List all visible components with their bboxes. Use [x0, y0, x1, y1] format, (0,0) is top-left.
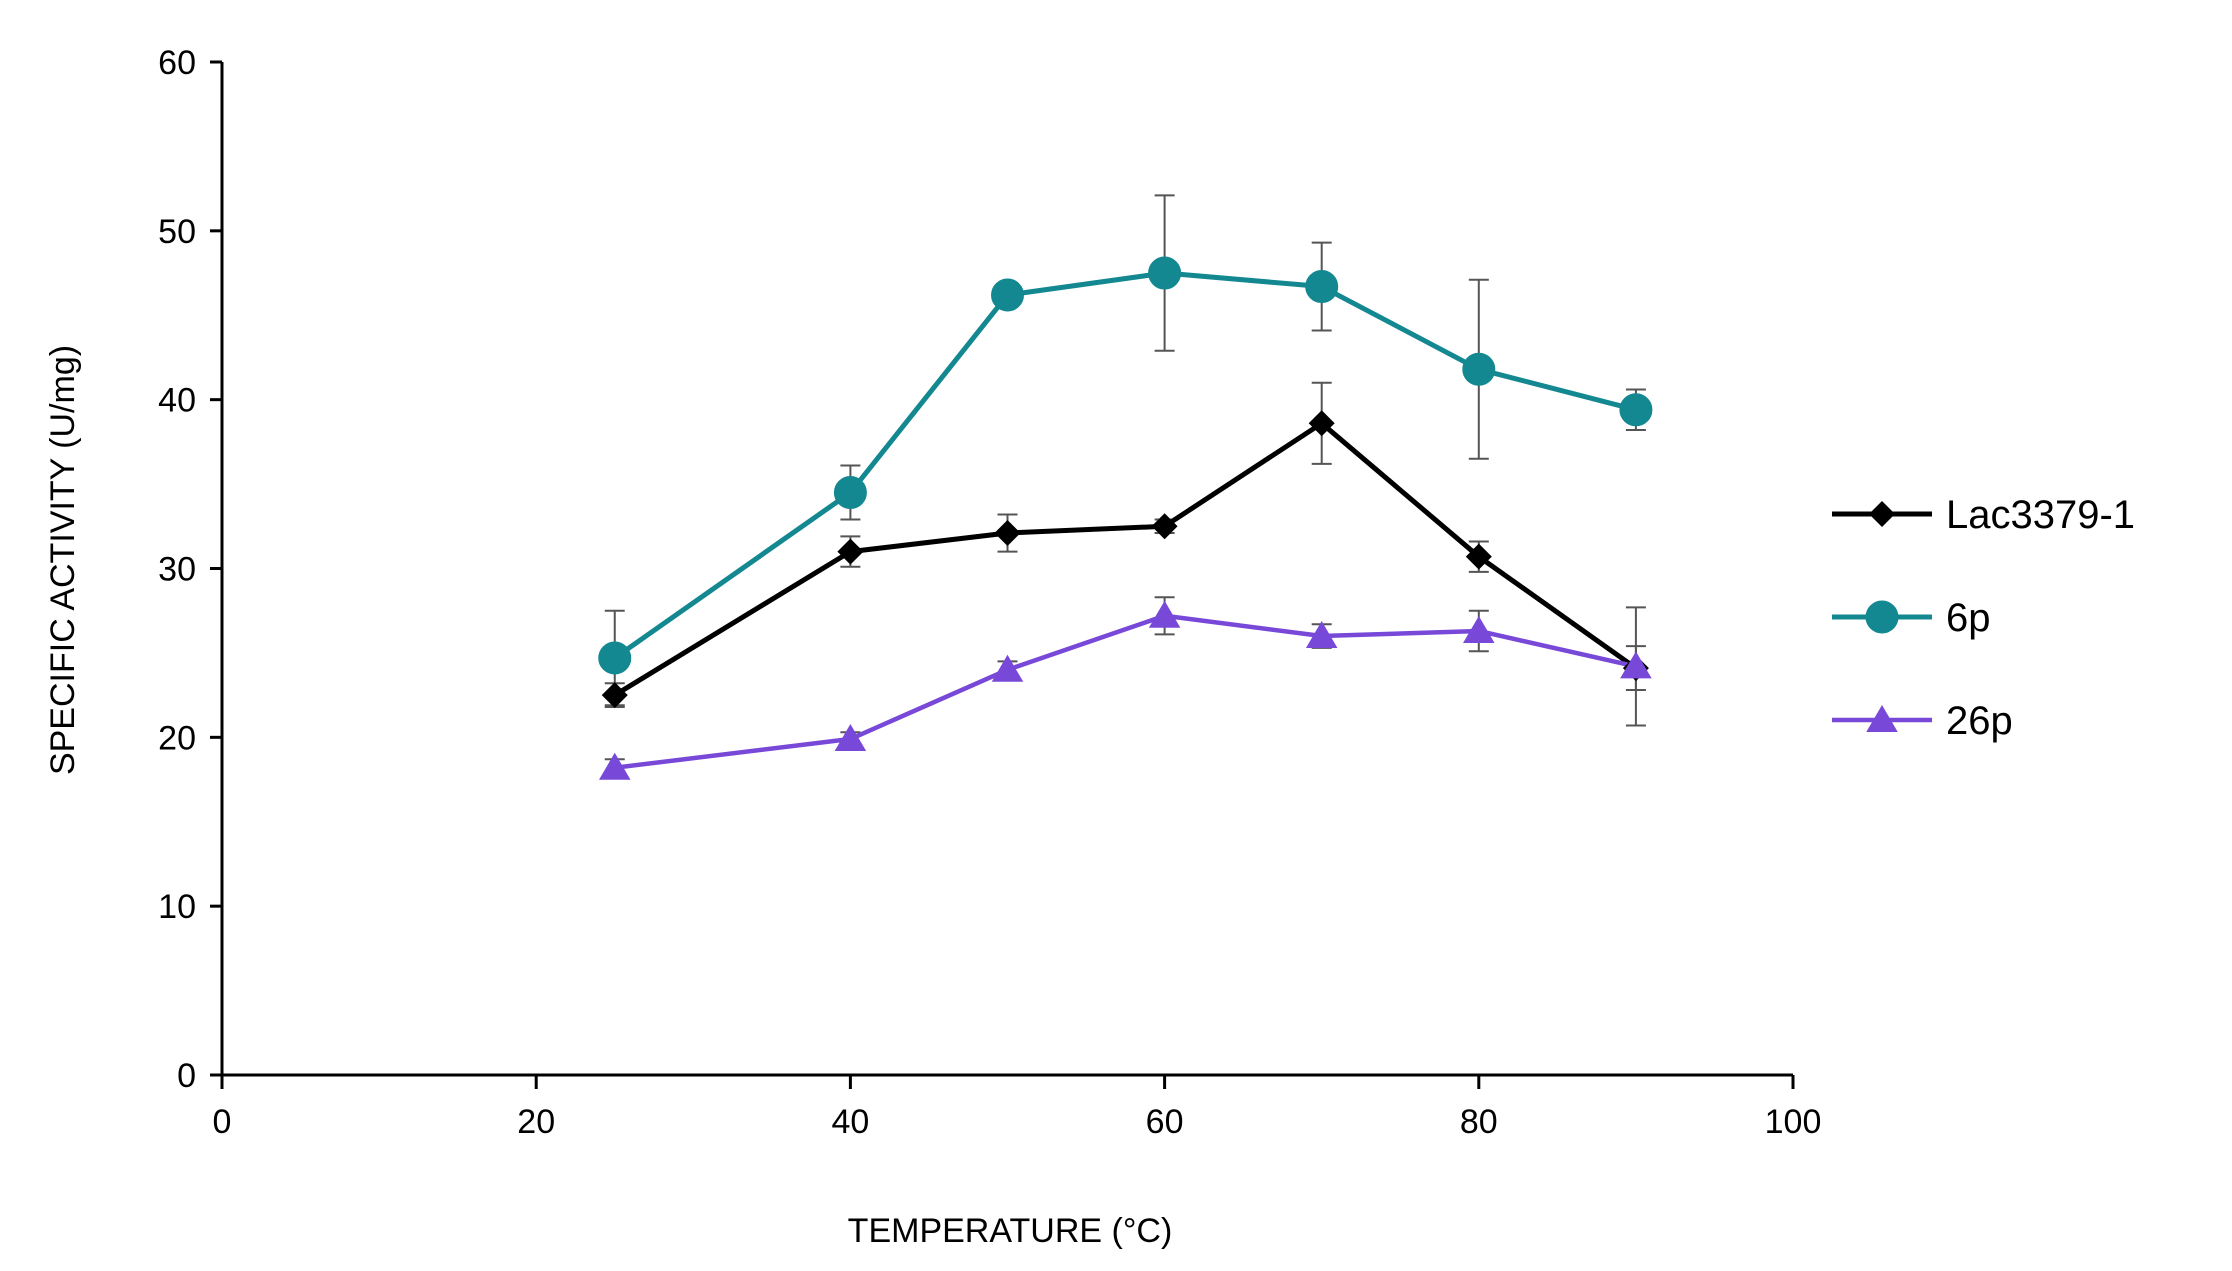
legend-label-6p: 6p	[1946, 596, 1991, 640]
data-point-lac3379-1	[1151, 513, 1178, 540]
data-point-lac3379-1	[837, 538, 864, 565]
data-point-6p	[1305, 270, 1339, 304]
legend-label-26p: 26p	[1946, 699, 2013, 743]
data-point-lac3379-1	[1308, 410, 1335, 437]
y-tick-label: 10	[158, 888, 196, 926]
data-point-lac3379-1	[1465, 543, 1492, 570]
error-bars	[604, 194, 1646, 778]
y-axis-title: SPECIFIC ACTIVITY (U/mg)	[44, 345, 82, 775]
data-point-26p	[991, 654, 1024, 682]
data-point-26p	[599, 752, 631, 780]
x-tick-label: 40	[831, 1103, 869, 1141]
x-tick-label: 60	[1146, 1103, 1184, 1141]
x-tick-label: 20	[517, 1103, 555, 1141]
data-point-lac3379-1	[601, 682, 628, 709]
data-point-6p	[1462, 352, 1496, 386]
data-point-6p	[833, 476, 867, 510]
y-tick-label: 60	[158, 44, 196, 82]
y-tick-label: 30	[158, 551, 196, 589]
data-point-6p	[1619, 393, 1653, 427]
series-lines	[613, 270, 1638, 770]
y-tick-label: 20	[158, 719, 196, 757]
data-point-26p	[1148, 600, 1181, 628]
legend-label-lac3379-1: Lac3379-1	[1946, 493, 2135, 537]
data-point-6p	[991, 278, 1024, 312]
axes: 0 10 20 30 40 50 60 0 20 40 60 80 100	[158, 44, 1821, 1141]
legend-marker-lac3379-1	[1869, 501, 1895, 527]
series-markers	[598, 256, 1653, 780]
y-tick-label: 0	[177, 1057, 196, 1095]
data-point-lac3379-1	[994, 520, 1021, 547]
y-tick-label: 40	[158, 382, 196, 420]
x-axis-title: TEMPERATURE (°C)	[848, 1212, 1173, 1250]
legend-marker-26p	[1866, 705, 1898, 732]
x-tick-label: 0	[213, 1103, 232, 1141]
data-point-26p	[834, 724, 867, 752]
legend-marker-6p	[1865, 600, 1899, 634]
data-point-6p	[1148, 256, 1182, 290]
data-point-6p	[598, 641, 632, 675]
x-tick-label: 80	[1460, 1103, 1498, 1141]
y-tick-label: 50	[158, 213, 196, 251]
legend: Lac3379-1 6p 26p	[1832, 493, 2135, 743]
data-point-26p	[1620, 651, 1652, 679]
data-point-26p	[1463, 615, 1495, 643]
x-tick-label: 100	[1765, 1103, 1822, 1141]
data-point-26p	[1305, 621, 1338, 649]
